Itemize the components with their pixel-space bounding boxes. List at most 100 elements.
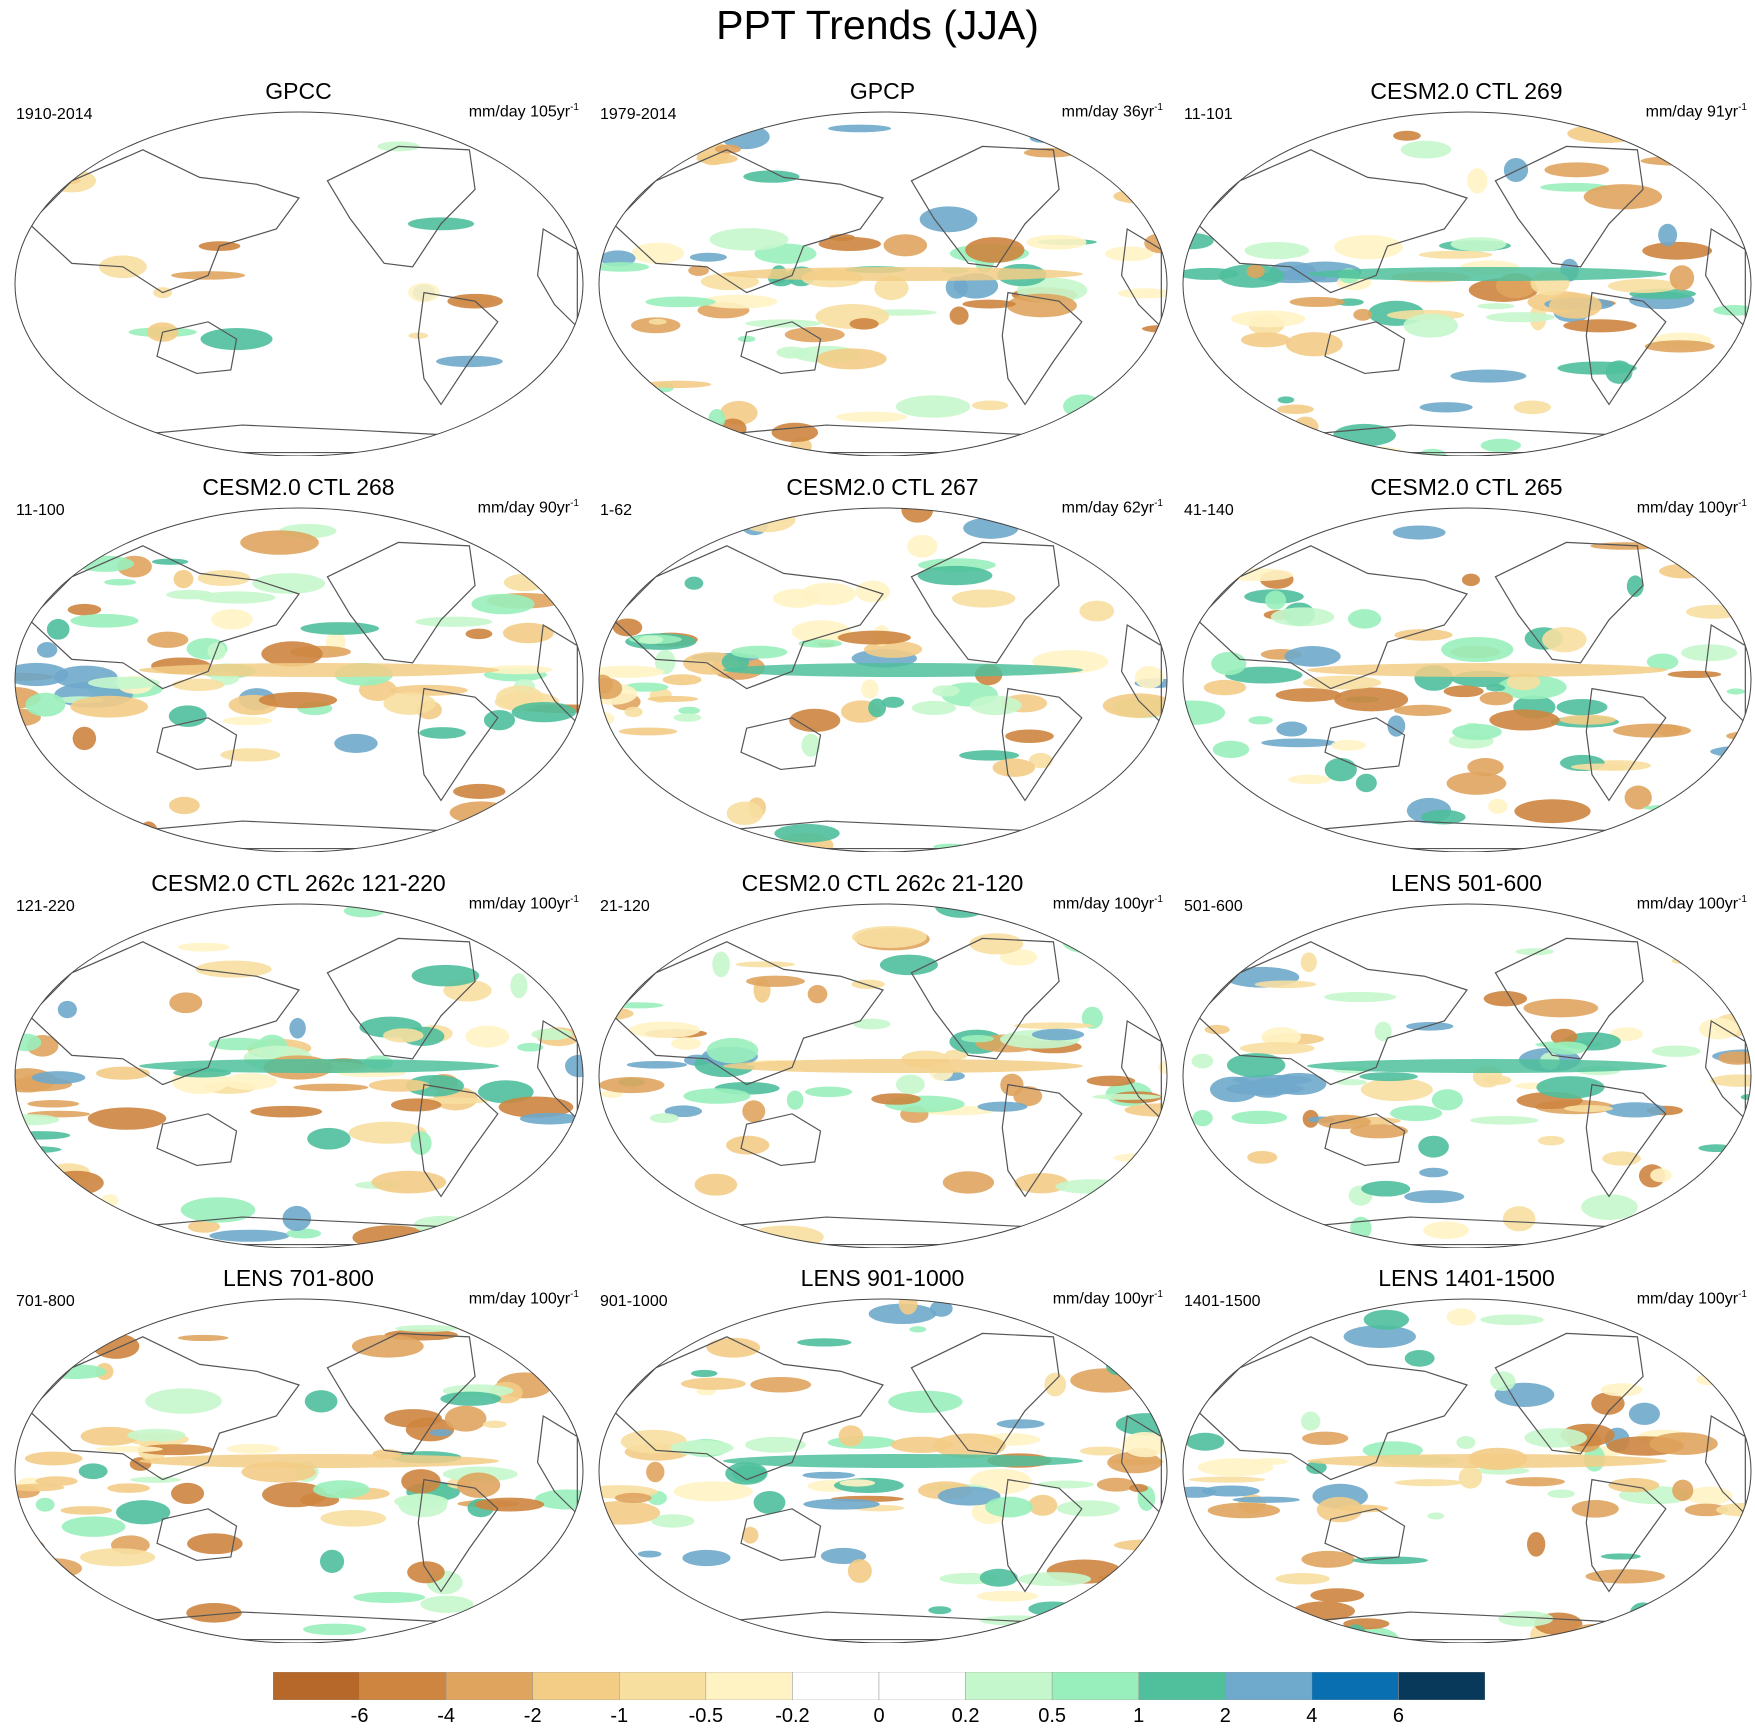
trend-contour-blob — [1248, 716, 1273, 725]
trend-contour-blob — [1062, 930, 1123, 955]
trend-contour-blob — [70, 613, 139, 628]
map-panel: GPCC 1910-2014 mm/day 105yr-1 — [6, 78, 591, 473]
trend-contour-blob — [1199, 530, 1242, 545]
trend-contour-blob — [742, 1526, 759, 1544]
trend-contour-blob — [1644, 340, 1715, 353]
trend-contour-blob — [1643, 804, 1695, 811]
trend-contour-blob — [1005, 729, 1054, 743]
trend-contour-blob — [1138, 171, 1167, 191]
trend-contour-blob — [901, 508, 934, 523]
units-text: mm/day 91yr — [1645, 103, 1739, 121]
period-label: 1910-2014 — [16, 106, 93, 123]
trend-contour-blob — [1212, 740, 1250, 759]
trend-map — [14, 903, 584, 1248]
trend-contour-blob — [1686, 1486, 1733, 1505]
trend-contour-blob — [1122, 1431, 1167, 1458]
coastline — [536, 227, 578, 329]
trend-contour-blob — [353, 1591, 426, 1603]
trend-contour-blob — [1079, 1446, 1123, 1456]
trend-contour-blob — [662, 674, 702, 686]
trend-contour-blob — [1198, 1211, 1242, 1227]
trend-contour-blob — [1393, 130, 1421, 141]
units-superscript: -1 — [1154, 1289, 1163, 1300]
trend-contour-blob — [114, 1623, 184, 1643]
trend-contour-blob — [391, 1098, 442, 1112]
trend-contour-blob — [1513, 400, 1551, 415]
units-text: mm/day 36yr — [1061, 103, 1155, 121]
trend-contour-blob — [1547, 1489, 1575, 1499]
trend-contour-blob — [303, 1623, 367, 1636]
trend-contour-blob — [747, 1225, 824, 1248]
trend-contour-blob — [1698, 1144, 1735, 1153]
trend-contour-blob — [1420, 809, 1466, 825]
trend-contour-blob — [1276, 721, 1308, 737]
trend-contour-blob — [1403, 313, 1459, 338]
trend-contour-blob — [484, 665, 553, 675]
trend-contour-blob — [1505, 1477, 1565, 1487]
trend-contour-blob — [1014, 1172, 1069, 1194]
trend-contour-blob — [81, 904, 140, 915]
trend-contour-blob — [1232, 1074, 1312, 1086]
trend-contour-blob — [626, 1060, 688, 1069]
period-label: 11-100 — [16, 502, 65, 519]
trend-contour-blob — [1556, 699, 1608, 716]
trend-contour-blob — [774, 823, 840, 843]
trend-contour-blob — [1452, 723, 1502, 740]
trend-contour-blob — [1137, 1485, 1156, 1511]
trend-contour-blob — [636, 401, 667, 420]
trend-contour-blob — [1546, 1041, 1588, 1055]
coastline — [417, 1478, 499, 1593]
trend-contour-blob — [1183, 377, 1219, 387]
coastline — [1001, 291, 1083, 406]
trend-contour-blob — [289, 1017, 306, 1039]
itcz-band — [1307, 1059, 1667, 1073]
colorbar-swatch — [273, 1672, 360, 1700]
trend-contour-blob — [638, 635, 664, 644]
coastline — [156, 717, 238, 771]
trend-contour-blob — [1119, 431, 1167, 447]
trend-contour-blob — [1113, 1153, 1165, 1163]
trend-contour-blob — [1104, 246, 1154, 262]
trend-contour-blob — [1443, 685, 1484, 698]
trend-contour-blob — [1655, 1612, 1685, 1626]
trend-contour-blob — [95, 1445, 164, 1453]
coastline — [740, 717, 822, 771]
trend-contour-blob — [15, 1131, 71, 1140]
trend-contour-blob — [502, 622, 554, 644]
coastline — [1494, 145, 1644, 268]
trend-contour-blob — [1183, 364, 1220, 384]
trend-contour-blob — [187, 1220, 221, 1233]
trend-contour-blob — [67, 508, 135, 518]
trend-contour-blob — [180, 1197, 256, 1223]
trend-contour-blob — [771, 422, 819, 443]
trend-contour-blob — [1477, 303, 1515, 310]
trend-contour-blob — [171, 508, 206, 516]
trend-contour-blob — [1013, 1022, 1094, 1030]
trend-contour-blob — [820, 1547, 867, 1565]
trend-contour-blob — [483, 710, 516, 731]
trend-contour-blob — [1028, 752, 1053, 769]
trend-contour-blob — [1694, 1579, 1751, 1605]
trend-contour-blob — [1716, 1503, 1751, 1517]
trend-contour-blob — [464, 522, 519, 542]
trend-contour-blob — [643, 380, 712, 389]
trend-contour-blob — [1419, 402, 1473, 413]
trend-contour-blob — [1467, 758, 1504, 777]
units-text: mm/day 105yr — [468, 103, 571, 121]
coastline — [612, 545, 884, 690]
period-label: 41-140 — [1184, 502, 1234, 519]
trend-contour-blob — [999, 949, 1038, 966]
trend-contour-blob — [429, 1429, 453, 1437]
trend-contour-blob — [983, 904, 1026, 915]
trend-contour-blob — [868, 1303, 937, 1325]
trend-contour-blob — [186, 1603, 242, 1623]
colorbar-tick-label: -2 — [523, 1705, 542, 1727]
trend-contour-blob — [1392, 525, 1446, 540]
trend-contour-blob — [72, 726, 97, 751]
coastline — [417, 1083, 499, 1198]
panel-title: CESM2.0 CTL 268 — [202, 474, 395, 500]
trend-contour-blob — [1456, 1435, 1476, 1450]
trend-contour-blob — [861, 679, 879, 699]
colorbar — [273, 1672, 1485, 1700]
trend-contour-blob — [482, 1420, 507, 1428]
